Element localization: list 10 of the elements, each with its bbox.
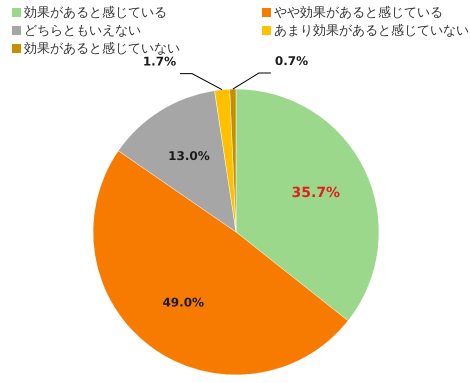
legend-label: 効果があると感じていない bbox=[24, 42, 180, 57]
legend-label: 効果があると感じている bbox=[24, 6, 167, 21]
legend-label: どちらともいえない bbox=[24, 24, 141, 39]
legend-label: やや効果があると感じている bbox=[274, 6, 443, 21]
data-label: 49.0% bbox=[162, 296, 204, 310]
data-label: 0.7% bbox=[274, 54, 308, 68]
data-label: 35.7% bbox=[292, 185, 340, 202]
legend-label: あまり効果があると感じていない bbox=[274, 24, 469, 39]
data-label: 1.7% bbox=[142, 54, 176, 69]
data-label: 13.0% bbox=[168, 149, 210, 164]
